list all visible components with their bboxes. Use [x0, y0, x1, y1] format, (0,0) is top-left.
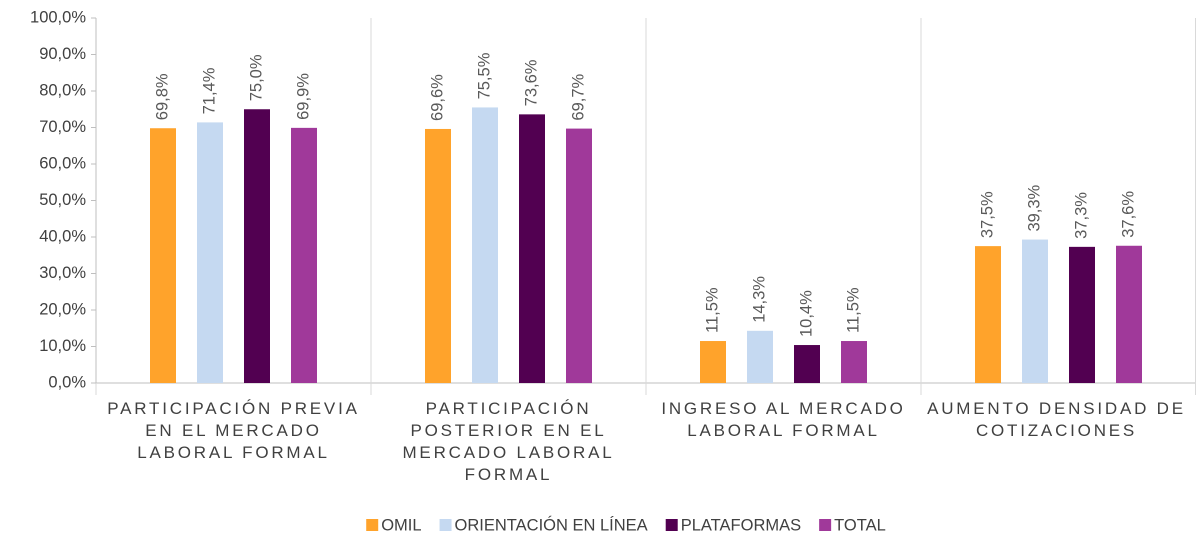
bar — [425, 128, 451, 383]
value-label: 69,6% — [428, 74, 446, 121]
value-label: 37,5% — [978, 191, 996, 238]
bar — [566, 128, 592, 383]
y-tick-label: 40,0% — [39, 227, 86, 245]
value-label: 75,0% — [247, 54, 265, 101]
x-tick-label: PARTICIPACIÓN PREVIA EN EL MERCADO LABOR… — [107, 399, 360, 462]
y-tick-label: 10,0% — [39, 337, 86, 355]
y-tick-label: 30,0% — [39, 264, 86, 282]
y-tick-label: 90,0% — [39, 45, 86, 63]
bar — [841, 341, 867, 383]
value-label: 39,3% — [1025, 184, 1043, 231]
legend-label: TOTAL — [834, 516, 886, 534]
y-tick-label: 100,0% — [30, 8, 86, 26]
value-label: 37,6% — [1119, 191, 1137, 238]
bar — [747, 330, 773, 383]
value-label: 75,5% — [475, 52, 493, 99]
bar — [1022, 239, 1048, 383]
bar — [472, 107, 498, 384]
value-label: 69,8% — [153, 73, 171, 120]
legend-swatch — [665, 519, 678, 531]
value-label: 69,9% — [294, 73, 312, 120]
bar — [197, 122, 223, 383]
value-label: 11,5% — [844, 287, 862, 333]
legend-label: ORIENTACIÓN EN LÍNEA — [455, 515, 648, 534]
y-tick-label: 0,0% — [48, 373, 86, 391]
bar — [975, 246, 1001, 383]
value-label: 71,4% — [200, 67, 218, 114]
y-tick-label: 20,0% — [39, 300, 86, 318]
y-tick-label: 50,0% — [39, 191, 86, 209]
bar — [794, 345, 820, 383]
value-label: 73,6% — [522, 59, 540, 106]
y-tick-label: 70,0% — [39, 118, 86, 136]
bar — [244, 109, 270, 383]
value-label: 10,4% — [797, 290, 815, 337]
legend-swatch — [819, 519, 832, 531]
value-label: 14,3% — [750, 276, 768, 323]
legend-swatch — [439, 519, 452, 531]
value-label: 37,3% — [1072, 192, 1090, 239]
value-label: 11,5% — [703, 287, 721, 333]
y-tick-label: 80,0% — [39, 81, 86, 99]
x-tick-label: PARTICIPACIÓN POSTERIOR EN EL MERCADO LA… — [402, 399, 615, 484]
value-label: 69,7% — [569, 73, 587, 120]
legend-label: OMIL — [381, 516, 421, 534]
y-tick-label: 60,0% — [39, 154, 86, 172]
x-tick-label: INGRESO AL MERCADO LABORAL FORMAL — [661, 399, 906, 440]
legend-label: PLATAFORMAS — [681, 516, 801, 534]
bar — [150, 128, 176, 383]
bar — [1116, 245, 1142, 383]
bar — [700, 341, 726, 383]
bar — [1069, 246, 1095, 383]
x-tick-label: AUMENTO DENSIDAD DE COTIZACIONES — [927, 399, 1186, 440]
bar — [291, 127, 317, 384]
legend-swatch — [366, 519, 379, 531]
bar — [519, 114, 545, 384]
